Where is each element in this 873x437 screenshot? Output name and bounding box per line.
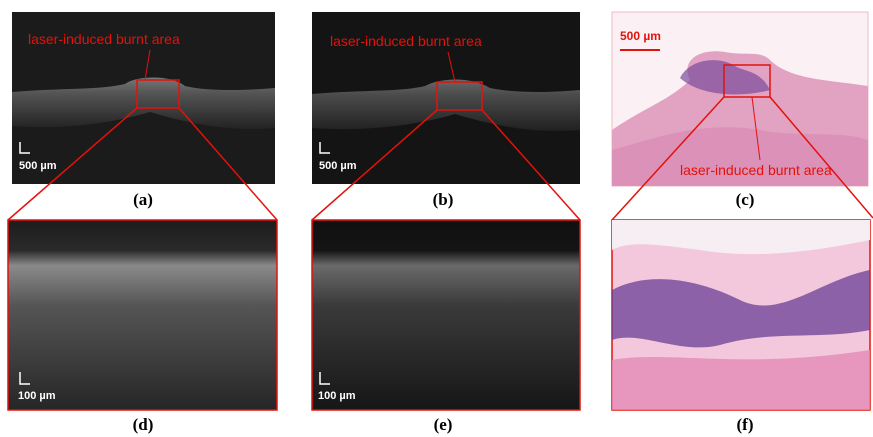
annotation: laser-induced burnt area	[680, 162, 832, 178]
panel-b: laser-induced burnt area 500 µm (b)	[312, 12, 580, 209]
scale-label: 500 µm	[620, 29, 661, 43]
panel-label: (d)	[133, 415, 154, 434]
panel-a: laser-induced burnt area 500 µm (a)	[12, 12, 275, 209]
panel-label: (f)	[737, 415, 754, 434]
scale-label: 100 µm	[18, 390, 56, 402]
panel-e: 100 µm (e)	[312, 220, 580, 434]
panel-label: (a)	[133, 190, 153, 209]
oct-zoom	[8, 220, 277, 410]
panel-c: 500 µm laser-induced burnt area (c)	[612, 12, 868, 209]
annotation: laser-induced burnt area	[330, 33, 482, 49]
annotation: laser-induced burnt area	[28, 31, 180, 47]
panel-f: (f)	[612, 220, 870, 434]
panel-label: (c)	[736, 190, 755, 209]
scale-label: 100 µm	[318, 390, 356, 402]
oct-zoom	[312, 220, 580, 410]
scale-label: 500 µm	[19, 160, 57, 172]
panel-d: 100 µm (d)	[8, 220, 277, 434]
panel-label: (e)	[434, 415, 453, 434]
panel-label: (b)	[433, 190, 454, 209]
scale-label: 500 µm	[319, 160, 357, 172]
figure: laser-induced burnt area 500 µm (a) lase…	[0, 0, 873, 437]
